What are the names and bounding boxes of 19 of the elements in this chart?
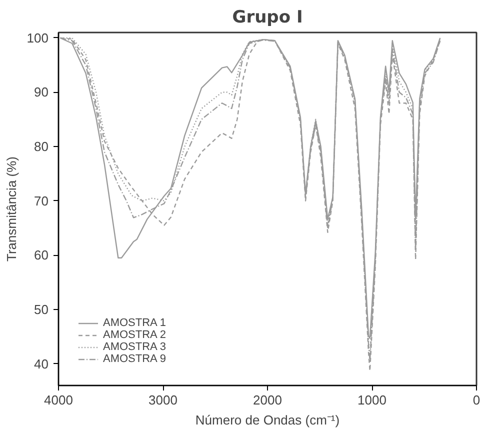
x-tick-label: 1000 <box>358 392 386 408</box>
y-tick-label: 70 <box>34 193 49 208</box>
legend-label: AMOSTRA 2 <box>103 329 166 341</box>
x-tick-label: 2000 <box>253 392 282 408</box>
x-axis-title: Número de Ondas (cm⁻¹) <box>195 412 340 428</box>
y-tick-label: 40 <box>34 356 49 372</box>
y-tick-label: 60 <box>34 248 49 263</box>
y-tick-label: 90 <box>34 84 49 100</box>
legend-label: AMOSTRA 3 <box>103 341 166 353</box>
x-tick-label: 0 <box>472 392 480 408</box>
legend-label: AMOSTRA 9 <box>103 353 166 365</box>
legend-label: AMOSTRA 1 <box>103 317 166 329</box>
y-tick-label: 100 <box>26 30 49 46</box>
x-tick-label: 3000 <box>148 392 178 408</box>
y-tick-label: 50 <box>34 302 49 317</box>
y-tick-label: 80 <box>34 139 49 154</box>
y-axis-title: Transmitância (%) <box>4 156 19 262</box>
x-tick-label: 4000 <box>44 392 73 408</box>
chart-title: Grupo I <box>232 8 303 28</box>
